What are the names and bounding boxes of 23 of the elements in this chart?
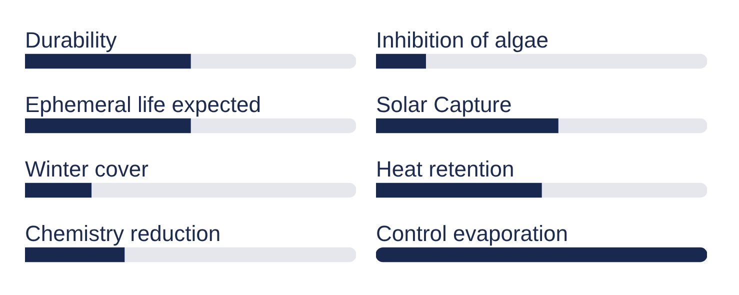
y-tick-label: Control evaporation: [376, 220, 568, 246]
bar: [190, 118, 356, 134]
bar: [376, 247, 707, 262]
bar: [558, 118, 707, 134]
bar: [190, 54, 356, 69]
bar: [25, 247, 125, 262]
y-tick-label: Heat retention: [376, 156, 514, 182]
y-tick-label: Inhibition of algae: [376, 27, 548, 52]
bar: [25, 118, 191, 134]
bar: [376, 118, 558, 134]
bar: [541, 182, 707, 198]
bar: [425, 54, 707, 69]
bar: [25, 54, 191, 69]
y-tick-label: Winter cover: [25, 156, 148, 182]
bar: [376, 182, 542, 198]
y-tick-label: Durability: [25, 27, 117, 52]
y-tick-label: Solar Capture: [376, 92, 512, 117]
bar: [90, 182, 356, 198]
bar: [376, 54, 426, 69]
bar: [124, 247, 356, 262]
bar: [25, 182, 92, 198]
y-tick-label: Chemistry reduction: [25, 220, 221, 246]
y-tick-label: Ephemeral life expected: [25, 92, 262, 117]
